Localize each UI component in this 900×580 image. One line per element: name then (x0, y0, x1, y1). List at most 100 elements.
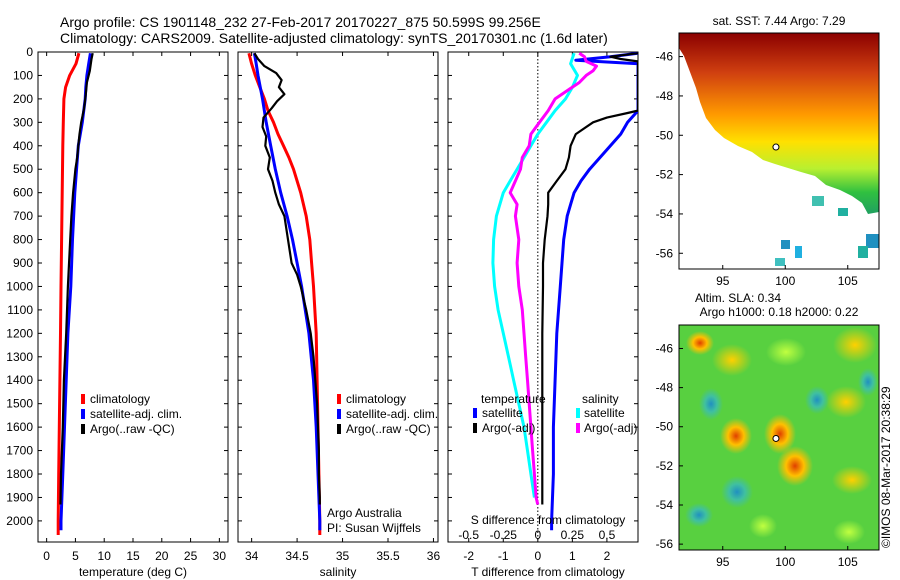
depth-tick-label: 2000 (6, 514, 33, 528)
map-x-tick-label: 100 (775, 274, 795, 288)
sla-blob (805, 386, 829, 414)
sla-blob (764, 414, 796, 454)
legend-swatch-argo (337, 424, 341, 434)
depth-tick-label: 1400 (6, 373, 33, 387)
sla-blob (686, 331, 714, 355)
depth-tick-label: 500 (13, 162, 33, 176)
depth-tick-label: 1100 (7, 303, 33, 317)
difference-legend: temperature satellite Argo(-adj) salinit… (473, 392, 637, 435)
x-tick-label: 36 (427, 549, 441, 563)
sst-field (679, 33, 879, 214)
depth-tick-label: 1700 (6, 444, 33, 458)
sst-patch (838, 208, 848, 216)
legend-label-satellite-adj: satellite-adj. clim. (346, 407, 438, 421)
salinity-x-ticks: 34 34.5 35 35.5 36 (245, 52, 440, 563)
legend-swatch-t-satellite (473, 408, 477, 418)
x-tick-label: 30 (213, 549, 227, 563)
sst-map: sat. SST: 7.44 Argo: 7.29 95 100 105 -46 -48… (656, 14, 880, 288)
sla-blob (721, 476, 753, 508)
sst-patch (795, 246, 802, 258)
sst-patch (781, 240, 790, 249)
sst-map-ticks: 95 100 105 -46 -48 -50 -52 -54 -56 (656, 50, 858, 288)
map-y-tick-label: -52 (656, 168, 674, 182)
legend-swatch-climatology (337, 394, 341, 404)
s-diff-tick-label: 0.5 (599, 528, 616, 542)
x-tick-label: 34 (245, 549, 259, 563)
t-difference-label: T difference from climatology (471, 565, 625, 579)
series-line-blue (550, 52, 638, 531)
legend-label-s-satellite: satellite (584, 406, 625, 420)
sst-patch (866, 234, 879, 248)
sst-map-frame (678, 32, 880, 270)
legend-label-satellite-adj: satellite-adj. clim. (90, 407, 182, 421)
legend-label-argo: Argo(..raw -QC) (90, 422, 175, 436)
sla-map-title: Altim. SLA: 0.34 (695, 291, 781, 305)
legend-label-climatology: climatology (90, 392, 150, 406)
series-line-black (253, 52, 321, 505)
sla-map-frame (678, 324, 880, 551)
map-x-tick-label: 100 (775, 555, 795, 569)
depth-tick-label: 600 (13, 186, 33, 200)
legend-title-salinity: salinity (582, 392, 619, 406)
depth-tick-label: 0 (26, 45, 33, 59)
legend-label-t-argo: Argo(-adj) (482, 421, 535, 435)
legend-label-s-argo: Argo(-adj) (584, 421, 637, 435)
salinity-lines (247, 52, 322, 535)
salinity-panel: 34 34.5 35 35.5 36 salinity climatology sate… (237, 51, 440, 579)
x-tick-label: 35 (336, 549, 350, 563)
series-line-magenta (508, 52, 598, 505)
depth-tick-label: 900 (13, 256, 33, 270)
sla-map-subtitle: Argo h1000: 0.18 h2000: 0.22 (700, 305, 859, 319)
salinity-axes-box (237, 51, 439, 543)
legend-swatch-argo (81, 424, 85, 434)
depth-tick-label: 1300 (6, 350, 33, 364)
map-y-tick-label: -48 (656, 89, 674, 103)
pi-note: PI: Susan Wijffels (327, 521, 421, 535)
depth-tick-label: 100 (13, 68, 33, 82)
difference-panel: -2 -1 0 1 2 S difference from climatology -0… (447, 51, 639, 579)
map-x-tick-label: 105 (838, 274, 858, 288)
x-tick-label: 20 (155, 549, 169, 563)
x-tick-label: -1 (498, 549, 509, 563)
map-x-tick-label: 95 (716, 555, 730, 569)
temperature-depth-ticks: 0 100 200 300 400 500 600 700 800 900 1000 1100 1200… (6, 45, 228, 528)
depth-tick-label: 700 (13, 209, 33, 223)
imos-credit: ©IMOS 08-Mar-2017 20:38:29 (879, 386, 893, 548)
sla-blob (766, 338, 806, 366)
map-y-tick-label: -46 (656, 341, 674, 355)
header-line-1: Argo profile: CS 1901148_232 27-Feb-2017… (60, 14, 541, 30)
temperature-lines (56, 52, 94, 535)
series-line-black (59, 52, 94, 505)
legend-label-t-satellite: satellite (482, 406, 523, 420)
s-diff-tick-label: 0.25 (561, 528, 585, 542)
sst-patch (858, 246, 868, 258)
depth-tick-label: 1900 (6, 490, 33, 504)
depth-tick-label: 1600 (6, 420, 33, 434)
s-difference-ticks: -0.5 -0.25 0 0.25 0.5 (458, 528, 615, 542)
sla-blob (685, 503, 713, 527)
legend-title-temperature: temperature (481, 392, 546, 406)
map-y-tick-label: -48 (656, 381, 674, 395)
x-tick-label: 0 (534, 549, 541, 563)
map-y-tick-label: -52 (656, 459, 674, 473)
depth-tick-label: 1000 (6, 279, 33, 293)
x-tick-label: 1 (569, 549, 576, 563)
x-tick-label: 25 (184, 549, 198, 563)
map-x-tick-label: 105 (838, 555, 858, 569)
depth-tick-label: 200 (13, 92, 33, 106)
map-y-tick-label: -46 (656, 50, 674, 64)
series-line-blue (252, 52, 322, 531)
legend-swatch-t-argo (473, 423, 477, 433)
argo-location-marker (772, 143, 780, 151)
argo-australia-note: Argo Australia (327, 506, 402, 520)
legend-label-climatology: climatology (346, 392, 406, 406)
s-diff-tick-label: -0.5 (458, 528, 479, 542)
sla-blob (749, 514, 777, 538)
map-y-tick-label: -50 (656, 420, 674, 434)
map-y-tick-label: -56 (656, 537, 674, 551)
legend-swatch-s-argo (576, 423, 580, 433)
sla-blob (858, 368, 878, 396)
depth-tick-label: 1800 (6, 467, 33, 481)
x-tick-label: 2 (604, 549, 611, 563)
